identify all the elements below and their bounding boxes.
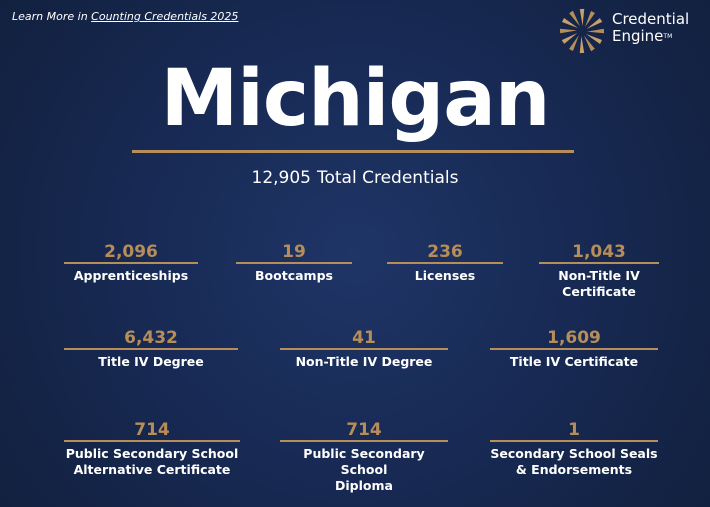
stat-label: Apprenticeships — [73, 268, 189, 283]
stat-label: Title IV Degree — [98, 354, 204, 369]
stat-non-title-iv-degree: 41 Non-Title IV Degree — [280, 328, 448, 370]
stat-divider — [490, 440, 658, 442]
stat-label: Bootcamps — [255, 268, 333, 283]
stat-divider — [387, 262, 503, 264]
stat-title-iv-degree: 6,432 Title IV Degree — [64, 328, 238, 370]
stat-label: Public Secondary School Alternative Cert… — [65, 446, 239, 477]
stat-label: Secondary School Seals & Endorsements — [490, 446, 658, 477]
stat-value: 6,432 — [124, 328, 178, 348]
learn-more-text: Learn More in Counting Credentials 2025 — [12, 10, 238, 23]
stat-label: Public Secondary School Diploma — [303, 446, 425, 493]
stat-title-iv-certificate: 1,609 Title IV Certificate — [490, 328, 658, 370]
total-credentials-value: 12,905 — [251, 168, 311, 188]
stat-divider — [64, 440, 240, 442]
stat-divider — [64, 262, 198, 264]
stat-secondary-seals-endorsements: 1 Secondary School Seals & Endorsements — [490, 420, 658, 478]
stat-divider — [280, 348, 448, 350]
state-title: Michigan — [160, 54, 551, 144]
stat-public-secondary-diploma: 714 Public Secondary School Diploma — [280, 420, 448, 494]
stat-value: 19 — [282, 242, 306, 262]
stat-divider — [280, 440, 448, 442]
counting-credentials-link[interactable]: Counting Credentials 2025 — [91, 10, 239, 23]
trademark-mark: TM — [663, 33, 673, 40]
stat-value: 714 — [346, 420, 382, 440]
stat-value: 41 — [352, 328, 376, 348]
stat-apprenticeships: 2,096 Apprenticeships — [64, 242, 198, 284]
stat-value: 1 — [568, 420, 580, 440]
total-credentials-label: Total Credentials — [317, 168, 459, 188]
sunburst-logo-icon — [559, 8, 605, 54]
stat-label: Non-Title IV Degree — [295, 354, 433, 369]
stat-divider — [490, 348, 658, 350]
total-credentials: 12,905 Total Credentials — [0, 168, 710, 188]
credential-engine-logo[interactable]: Credential EngineTM — [558, 8, 708, 54]
stat-value: 1,043 — [572, 242, 626, 262]
learn-more-prefix: Learn More in — [12, 10, 92, 23]
title-divider — [132, 150, 574, 153]
stat-divider — [539, 262, 659, 264]
stat-label: Non-Title IV Certificate — [558, 268, 640, 299]
stat-divider — [236, 262, 352, 264]
stat-value: 2,096 — [104, 242, 158, 262]
stat-value: 1,609 — [547, 328, 601, 348]
logo-line-1: Credential — [612, 10, 690, 28]
stat-bootcamps: 19 Bootcamps — [236, 242, 352, 284]
stat-public-secondary-alt-certificate: 714 Public Secondary School Alternative … — [64, 420, 240, 478]
stat-non-title-iv-certificate: 1,043 Non-Title IV Certificate — [539, 242, 659, 300]
stat-licenses: 236 Licenses — [387, 242, 503, 284]
stat-value: 714 — [134, 420, 170, 440]
logo-line-2: Engine — [612, 27, 664, 45]
stat-label: Licenses — [414, 268, 476, 283]
logo-wordmark: Credential EngineTM — [612, 11, 689, 45]
stat-divider — [64, 348, 238, 350]
stat-value: 236 — [427, 242, 463, 262]
stat-label: Title IV Certificate — [509, 354, 639, 369]
